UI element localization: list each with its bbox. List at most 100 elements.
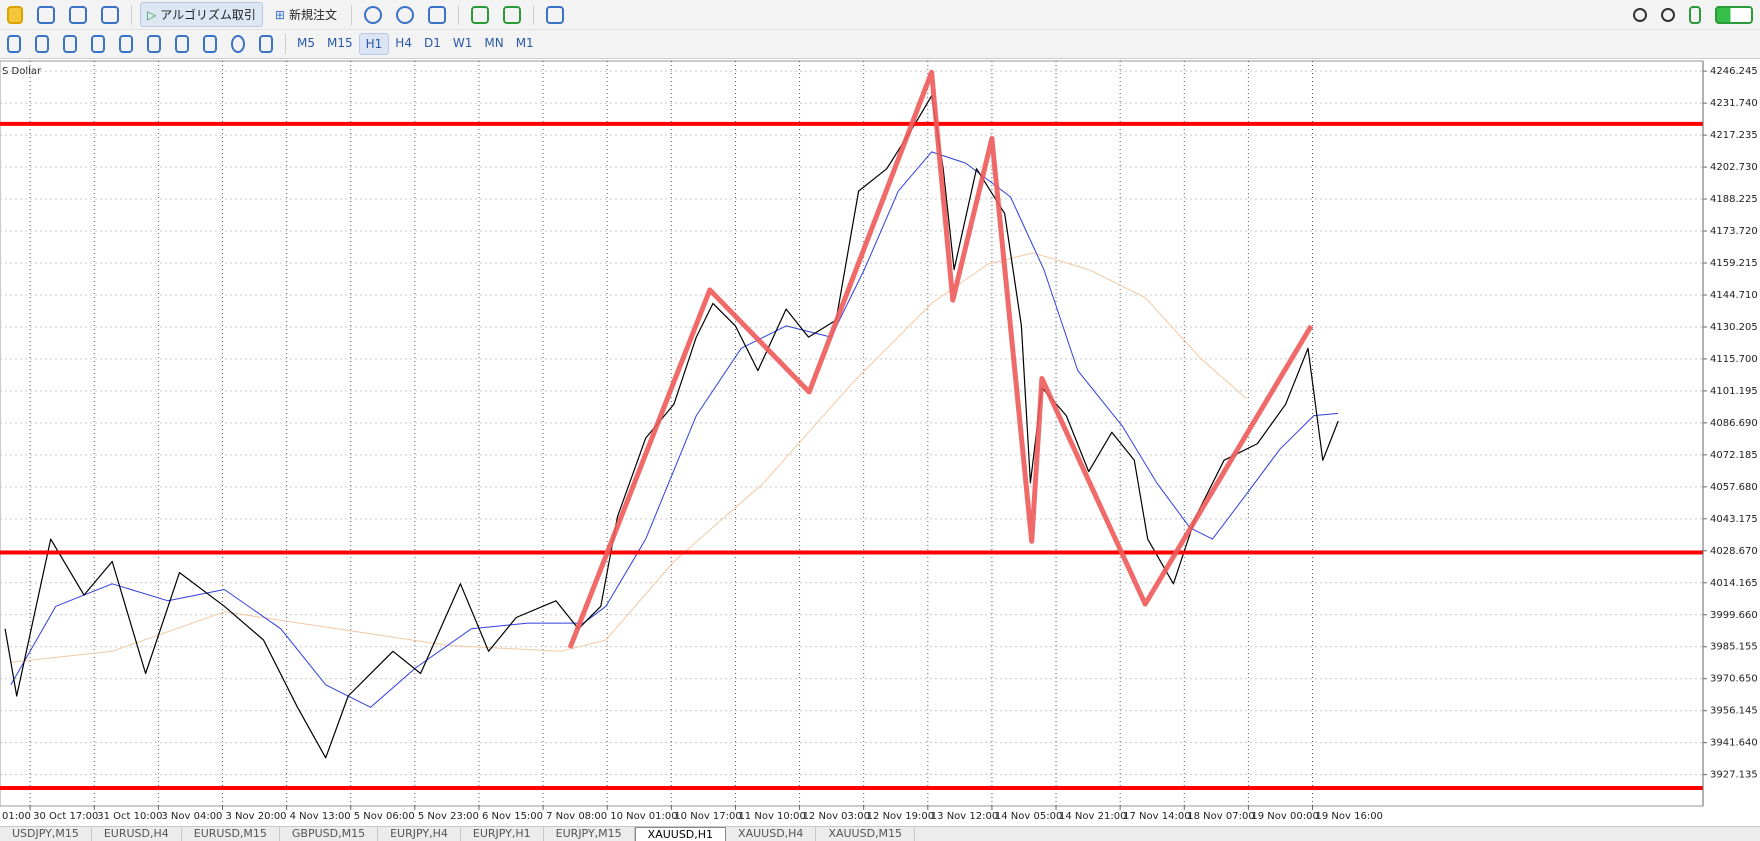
x-tick-label: 14 Nov 21:00 xyxy=(1059,811,1126,822)
moving-average xyxy=(10,252,1247,663)
y-tick-label: 4028.670 xyxy=(1710,546,1758,557)
chart-tabs: USDJPY,M15 EURUSD,H4 EURUSD,M15 GBPUSD,M15 E… xyxy=(0,826,1760,841)
y-tick-label: 4086.690 xyxy=(1710,418,1758,429)
timeframe-button[interactable]: M5 xyxy=(297,36,315,50)
x-tick-label: 11 Nov 10:00 xyxy=(738,811,805,822)
x-tick-label: 19 Nov 16:00 xyxy=(1316,811,1383,822)
y-tick-label: 4072.185 xyxy=(1710,450,1758,461)
timeframe-button[interactable]: MN xyxy=(484,36,504,50)
separator xyxy=(285,34,286,54)
y-tick-label: 4231.740 xyxy=(1710,98,1758,109)
x-tick-label: 19 Nov 00:00 xyxy=(1251,811,1318,822)
y-tick-label: 4130.205 xyxy=(1710,322,1758,333)
chart-tab[interactable]: GBPUSD,M15 xyxy=(280,827,379,841)
x-tick-label: 3 Nov 04:00 xyxy=(161,811,222,822)
shift-icon[interactable] xyxy=(502,5,521,24)
chart-tab[interactable]: EURJPY,M15 xyxy=(544,827,635,841)
tile-icon[interactable] xyxy=(427,5,446,24)
moving-average xyxy=(10,151,1339,708)
separator xyxy=(532,4,534,25)
vps-icon[interactable] xyxy=(101,5,119,24)
more-tool[interactable] xyxy=(259,35,273,53)
chart-tab[interactable]: XAUUSD,M15 xyxy=(816,827,916,841)
x-tick-label: 13 Nov 12:00 xyxy=(931,811,998,822)
chart-tab[interactable]: EURJPY,H4 xyxy=(378,827,461,841)
timeframe-button[interactable]: H1 xyxy=(358,33,390,55)
zigzag-line xyxy=(567,69,1314,649)
symbol-label: S Dollar xyxy=(2,66,42,77)
separator xyxy=(457,4,459,25)
chart-tab[interactable]: XAUUSD,H1 xyxy=(634,827,727,841)
y-tick-label: 3999.660 xyxy=(1710,610,1758,621)
ellipse-tool[interactable] xyxy=(231,35,245,53)
y-tick-label: 4188.225 xyxy=(1710,194,1758,205)
arrow-tool[interactable] xyxy=(147,35,161,53)
x-tick-label: 5 Nov 06:00 xyxy=(354,811,415,822)
plot-area xyxy=(0,60,1704,807)
channel-tool[interactable] xyxy=(35,35,49,53)
x-tick-label: 10 Nov 01:00 xyxy=(610,811,677,822)
x-tick-label: 31 Oct 10:00 xyxy=(97,811,162,822)
x-tick-label: 18 Nov 07:00 xyxy=(1187,811,1254,822)
timeframe-button[interactable]: H4 xyxy=(395,36,412,50)
y-tick-label: 4043.175 xyxy=(1710,514,1758,525)
chart-tab[interactable]: XAUUSD,H4 xyxy=(726,827,817,841)
y-tick-label: 3985.155 xyxy=(1710,642,1758,653)
account-icon[interactable] xyxy=(1661,7,1675,22)
separator xyxy=(131,4,132,25)
x-tick-label: 6 Nov 15:00 xyxy=(482,811,543,822)
timeframe-button[interactable]: M15 xyxy=(327,36,353,50)
text-tool[interactable] xyxy=(63,35,77,53)
y-tick-label: 4217.235 xyxy=(1710,130,1758,141)
timeframe-group: M5 M15 H1 H4 D1 W1 MN M1 xyxy=(291,33,540,55)
chart-tab[interactable]: EURUSD,H4 xyxy=(92,827,182,841)
x-tick-label: 12 Nov 03:00 xyxy=(803,811,870,822)
level-icon[interactable] xyxy=(1689,5,1701,24)
y-tick-label: 4115.700 xyxy=(1710,354,1758,365)
y-tick-label: 4173.720 xyxy=(1710,226,1758,237)
algo-trading-button[interactable]: ▷ アルゴリズム取引 xyxy=(140,2,263,27)
y-tick-label: 4101.195 xyxy=(1710,386,1758,397)
x-tick-label: 4 Nov 13:00 xyxy=(290,811,351,822)
indicator-tool[interactable] xyxy=(175,35,189,53)
timeframe-button[interactable]: D1 xyxy=(423,36,441,50)
timeframe-button[interactable]: W1 xyxy=(452,36,473,50)
line-tool[interactable] xyxy=(7,35,21,53)
y-tick-label: 3956.145 xyxy=(1710,706,1758,717)
shape-tool[interactable] xyxy=(91,35,105,53)
signal-icon[interactable] xyxy=(37,5,55,24)
y-tick-label: 3941.640 xyxy=(1710,738,1758,749)
x-tick-label: 7 Nov 08:00 xyxy=(546,811,607,822)
y-tick-label: 3927.135 xyxy=(1710,770,1758,781)
zoom-in-icon[interactable] xyxy=(363,5,382,24)
x-tick-label: 17 Nov 14:00 xyxy=(1123,811,1190,822)
x-tick-label: 01:00 xyxy=(2,811,31,822)
y-tick-label: 4057.680 xyxy=(1710,482,1758,493)
y-tick-label: 3970.650 xyxy=(1710,674,1758,685)
zoom-out-icon[interactable] xyxy=(395,5,414,24)
label-tool[interactable] xyxy=(119,35,133,53)
separator xyxy=(350,4,352,25)
y-tick-label: 4159.215 xyxy=(1710,258,1758,269)
order-icon: ⊞ xyxy=(274,7,285,22)
chart-tab[interactable]: EURJPY,H1 xyxy=(461,827,544,841)
y-tick-label: 4246.245 xyxy=(1710,66,1758,77)
main-toolbar: ▷ アルゴリズム取引 ⊞ 新規注文 xyxy=(0,0,1760,30)
price-line xyxy=(4,95,1339,759)
new-order-button[interactable]: ⊞ 新規注文 xyxy=(269,3,343,26)
new-order-label: 新規注文 xyxy=(288,8,337,22)
plot-layer xyxy=(0,61,1703,806)
timeframe-button[interactable]: M1 xyxy=(515,36,534,50)
x-tick-label: 5 Nov 23:00 xyxy=(418,811,479,822)
x-tick-label: 3 Nov 20:00 xyxy=(225,811,286,822)
search-icon[interactable] xyxy=(1633,7,1647,22)
button-tool[interactable] xyxy=(203,35,217,53)
chart-tab[interactable]: USDJPY,M15 xyxy=(0,827,92,841)
autoscroll-icon[interactable] xyxy=(470,5,489,24)
screenshot-icon[interactable] xyxy=(545,5,564,24)
cloud-icon[interactable] xyxy=(69,5,87,24)
chart-tab[interactable]: EURUSD,M15 xyxy=(182,827,280,841)
lock-icon[interactable] xyxy=(7,5,23,24)
